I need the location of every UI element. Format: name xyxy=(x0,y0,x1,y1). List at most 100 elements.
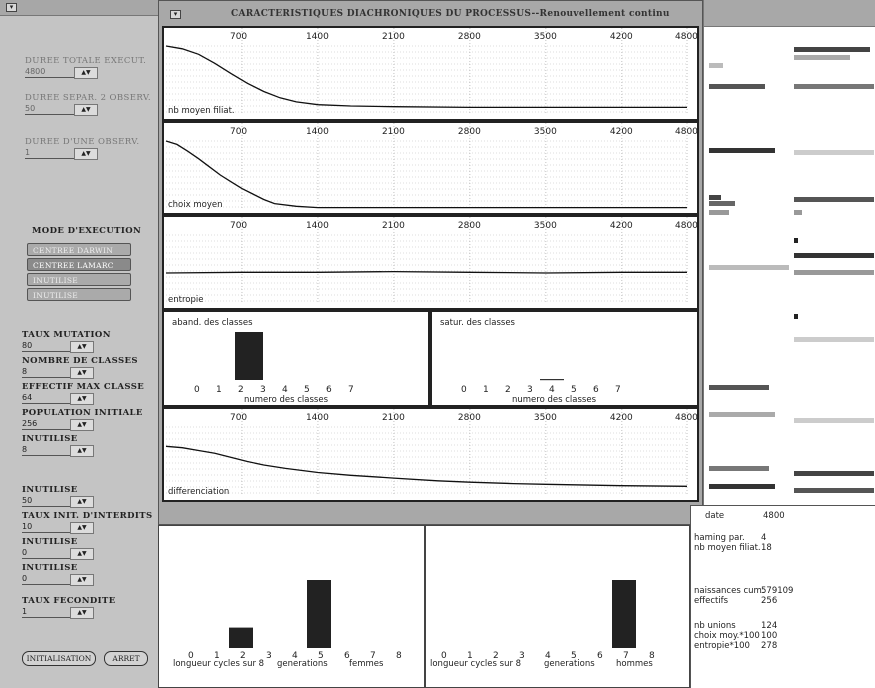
close-box-icon[interactable]: ▾ xyxy=(6,3,17,12)
param-value-field[interactable]: 64 xyxy=(22,393,78,404)
x-tick-label: 2 xyxy=(240,651,246,661)
x-tick-label: 6 xyxy=(344,651,350,661)
entropie-label: entropie*100 xyxy=(694,641,750,651)
event-bar xyxy=(794,197,874,202)
histogram-hommes: 0 1 2 3 4 5 6 7 8 longueur cycles sur 8 generation… xyxy=(425,525,690,688)
unions-value: 124 xyxy=(761,621,778,631)
x-tick-label: 4 xyxy=(282,385,288,395)
param-value-field[interactable]: 4800 xyxy=(25,67,81,78)
x-tick-label: 2100 xyxy=(382,413,405,423)
x-tick-label: 7 xyxy=(615,385,621,395)
param-value-field[interactable]: 8 xyxy=(22,367,78,378)
haming-value: 4 xyxy=(761,533,767,543)
series-label: choix moyen xyxy=(168,200,222,210)
event-bar xyxy=(709,385,769,390)
x-tick-label: 3 xyxy=(260,385,266,395)
stepper-arrows-icon[interactable]: ▲▼ xyxy=(70,419,94,431)
param-label: TAUX FECONDITE xyxy=(22,596,116,606)
stepper-arrows-icon[interactable]: ▲▼ xyxy=(74,104,98,116)
filiat-value: 18 xyxy=(761,543,772,553)
stepper-arrows-icon[interactable]: ▲▼ xyxy=(70,522,94,534)
event-bar xyxy=(709,201,735,206)
x-tick-label: 4200 xyxy=(610,32,633,42)
event-bar xyxy=(794,337,874,342)
haming-label: haming par. xyxy=(694,533,745,543)
param-label: DUREE SEPAR. 2 OBSERV. xyxy=(25,93,152,103)
x-tick-label: 2800 xyxy=(458,32,481,42)
param-value-field[interactable]: 0 xyxy=(22,548,78,559)
x-tick-label: 3 xyxy=(527,385,533,395)
x-tick-label: 700 xyxy=(230,221,247,231)
param-value-field[interactable]: 1 xyxy=(25,148,81,159)
stepper-arrows-icon[interactable]: ▲▼ xyxy=(70,496,94,508)
stepper-arrows-icon[interactable]: ▲▼ xyxy=(70,607,94,619)
series-line xyxy=(165,445,688,487)
event-bar xyxy=(794,488,874,493)
param-label: EFFECTIF MAX CLASSE xyxy=(22,382,145,392)
stepper-arrows-icon[interactable]: ▲▼ xyxy=(70,445,94,457)
x-tick-label: 6 xyxy=(593,385,599,395)
stepper-arrows-icon[interactable]: ▲▼ xyxy=(70,367,94,379)
event-bar xyxy=(794,270,874,275)
series-line xyxy=(165,45,687,109)
stepper-arrows-icon[interactable]: ▲▼ xyxy=(70,574,94,586)
param-value-field[interactable]: 256 xyxy=(22,419,78,430)
x-tick-label: 1400 xyxy=(306,221,329,231)
x-tick-label: 700 xyxy=(230,32,247,42)
graph-choix-moyen: 700 1400 2100 2800 3500 4200 4800 choix moyen xyxy=(162,121,699,215)
event-bar xyxy=(709,63,723,68)
param-label: INUTILISE xyxy=(22,563,78,573)
stop-button[interactable]: ARRET xyxy=(104,651,148,666)
x-tick-label: 700 xyxy=(230,413,247,423)
x-tick-label: 3500 xyxy=(534,32,557,42)
choix-value: 100 xyxy=(761,631,778,641)
initialisation-button[interactable]: INITIALISATION xyxy=(22,651,96,666)
x-tick-label: 4200 xyxy=(610,413,633,423)
mode-button-4[interactable]: INUTILISE xyxy=(27,288,131,301)
event-bar xyxy=(794,418,874,423)
param-value-field[interactable]: 50 xyxy=(22,496,78,507)
param-label: TAUX INIT. D'INTERDITS xyxy=(22,511,153,521)
event-bar xyxy=(709,195,721,200)
param-value-field[interactable]: 50 xyxy=(25,104,81,115)
param-value-field[interactable]: 1 xyxy=(22,607,78,618)
window-close-box-icon[interactable]: ▾ xyxy=(170,10,181,19)
mode-button-1[interactable]: CENTREE DARWIN xyxy=(27,243,131,256)
param-label: INUTILISE xyxy=(22,485,78,495)
param-value-field[interactable]: 80 xyxy=(22,341,78,352)
x-tick-label: 0 xyxy=(441,651,447,661)
date-value: 4800 xyxy=(763,511,785,521)
chart-title: aband. des classes xyxy=(172,318,253,328)
event-bar xyxy=(794,84,874,89)
filiat-label: nb moyen filiat. xyxy=(694,543,761,553)
x-tick-label: 1 xyxy=(483,385,489,395)
graph-abandon-classes: aband. des classes 0 1 2 3 4 5 6 7 numero des cla… xyxy=(162,310,430,407)
x-axis-label: longueur cycles sur 8 xyxy=(173,659,264,669)
entropie-value: 278 xyxy=(761,641,778,651)
graph-entropie: 700 1400 2100 2800 3500 4200 4800 entropie xyxy=(162,215,699,310)
histogram-femmes: 0 1 2 3 4 5 6 7 8 longueur cycles sur 8 generation… xyxy=(158,525,425,688)
stepper-arrows-icon[interactable]: ▲▼ xyxy=(70,548,94,560)
event-bar xyxy=(794,314,798,319)
event-bar xyxy=(794,471,874,476)
x-tick-label: 2 xyxy=(505,385,511,395)
param-value-field[interactable]: 10 xyxy=(22,522,78,533)
event-bar xyxy=(709,466,769,471)
x-axis-label: numero des classes xyxy=(512,395,597,405)
stepper-arrows-icon[interactable]: ▲▼ xyxy=(70,393,94,405)
stepper-arrows-icon[interactable]: ▲▼ xyxy=(74,148,98,160)
stepper-arrows-icon[interactable]: ▲▼ xyxy=(70,341,94,353)
param-value-field[interactable]: 0 xyxy=(22,574,78,585)
param-value-field[interactable]: 8 xyxy=(22,445,78,456)
x-tick-label: 3500 xyxy=(534,413,557,423)
param-label: TAUX MUTATION xyxy=(22,330,111,340)
effectifs-value: 256 xyxy=(761,596,778,606)
mode-button-3[interactable]: INUTILISE xyxy=(27,273,131,286)
x-tick-label: 4800 xyxy=(675,32,697,42)
graph-filiation: 700 1400 2100 2800 3500 4200 4800 nb moyen fili… xyxy=(162,26,699,121)
stepper-arrows-icon[interactable]: ▲▼ xyxy=(74,67,98,79)
mode-button-2[interactable]: CENTREE LAMARC xyxy=(27,258,131,271)
param-label: INUTILISE xyxy=(22,434,78,444)
param-label: DUREE TOTALE EXECUT. xyxy=(25,56,147,66)
x-tick-label: 2100 xyxy=(382,32,405,42)
